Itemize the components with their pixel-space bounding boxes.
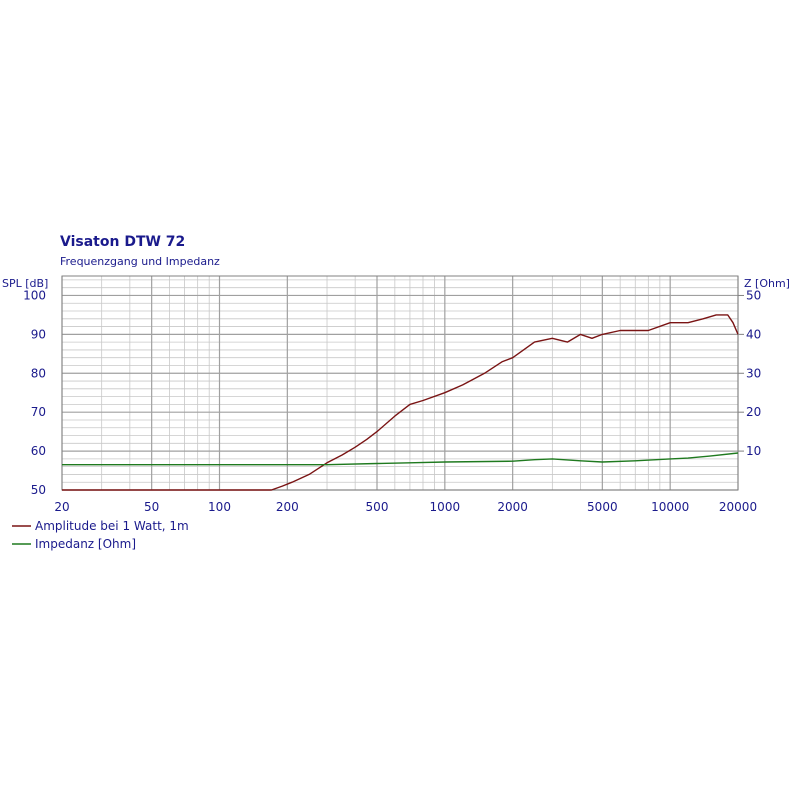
legend-label-impedance: Impedanz [Ohm] <box>35 537 136 551</box>
y-right-tick-label: 20 <box>746 405 761 419</box>
chart-title: Visaton DTW 72 <box>60 234 185 250</box>
y-left-tick-label: 100 <box>23 288 46 302</box>
y-left-tick-label: 60 <box>31 444 46 458</box>
series-amplitude-line <box>62 314 739 491</box>
tick-labels: 20 50 100 200 500 1000 2000 5000 10000 20000 50 60 7… <box>23 288 761 514</box>
major-grid <box>61 276 739 491</box>
x-tick-label: 500 <box>366 500 389 514</box>
series-layer <box>62 314 739 491</box>
y-left-tick-label: 90 <box>31 327 46 341</box>
y-left-tick-label: 50 <box>31 483 46 497</box>
legend: Amplitude bei 1 Watt, 1m Impedanz [Ohm] <box>12 519 189 551</box>
minor-grid <box>62 276 738 490</box>
legend-label-amplitude: Amplitude bei 1 Watt, 1m <box>35 519 189 533</box>
y-right-tick-label: 10 <box>746 444 761 458</box>
x-tick-label: 100 <box>208 500 231 514</box>
y-left-tick-label: 70 <box>31 405 46 419</box>
x-tick-label: 50 <box>144 500 159 514</box>
y-left-tick-label: 80 <box>31 366 46 380</box>
y-right-tick-label: 30 <box>746 366 761 380</box>
x-tick-label: 10000 <box>651 500 689 514</box>
plot-frame <box>61 275 739 491</box>
x-tick-label: 5000 <box>587 500 618 514</box>
x-tick-label: 20 <box>54 500 69 514</box>
x-tick-label: 1000 <box>430 500 461 514</box>
x-tick-label: 200 <box>276 500 299 514</box>
x-tick-label: 20000 <box>719 500 757 514</box>
y-axis-right-label: Z [Ohm] <box>744 277 790 290</box>
series-impedance-line <box>62 452 739 466</box>
y-axis-left-label: SPL [dB] <box>2 277 48 290</box>
chart-subtitle: Frequenzgang und Impedanz <box>60 255 220 268</box>
x-tick-label: 2000 <box>497 500 528 514</box>
y-right-tick-label: 50 <box>746 288 761 302</box>
y-right-tick-label: 40 <box>746 327 761 341</box>
